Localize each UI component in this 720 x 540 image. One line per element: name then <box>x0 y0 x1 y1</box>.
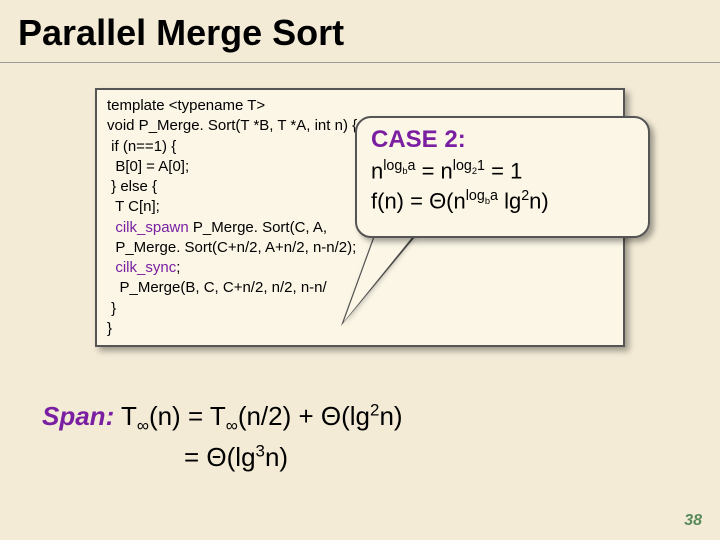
case-label: CASE 2: <box>371 126 634 154</box>
code-line: B[0] = A[0]; <box>107 158 189 175</box>
span-eq-2: = Θ(lg3n) <box>42 442 288 472</box>
title-divider <box>0 62 720 63</box>
page-number: 38 <box>684 512 702 530</box>
code-line: template <typename T> <box>107 97 265 114</box>
code-line: cilk_spawn P_Merge. Sort(C, A, <box>107 219 327 236</box>
keyword-spawn: cilk_spawn <box>115 219 188 236</box>
keyword-sync: cilk_sync <box>115 259 176 276</box>
code-line: cilk_sync; <box>107 259 180 276</box>
code-line: } <box>107 320 112 337</box>
code-line: P_Merge(B, C, C+n/2, n/2, n-n/ <box>107 279 327 296</box>
code-line: } else { <box>107 178 157 195</box>
span-label: Span: <box>42 401 114 431</box>
code-line: if (n==1) { <box>107 138 176 155</box>
span-eq-1: T∞(n) = T∞(n/2) + Θ(lg2n) <box>121 401 403 431</box>
case-callout: CASE 2: nlogba = nlog21 = 1 f(n) = Θ(nlo… <box>355 116 650 238</box>
code-line: T C[n]; <box>107 198 160 215</box>
slide-title: Parallel Merge Sort <box>0 0 720 62</box>
code-line: void P_Merge. Sort(T *B, T *A, int n) { <box>107 117 357 134</box>
case-line-1: nlogba = nlog21 = 1 <box>371 158 634 184</box>
span-equation: Span: T∞(n) = T∞(n/2) + Θ(lg2n) = Θ(lg3n… <box>42 398 403 476</box>
code-line: P_Merge. Sort(C+n/2, A+n/2, n-n/2); <box>107 239 356 256</box>
case-line-2: f(n) = Θ(nlogba lg2n) <box>371 188 634 214</box>
code-line: } <box>107 300 116 317</box>
